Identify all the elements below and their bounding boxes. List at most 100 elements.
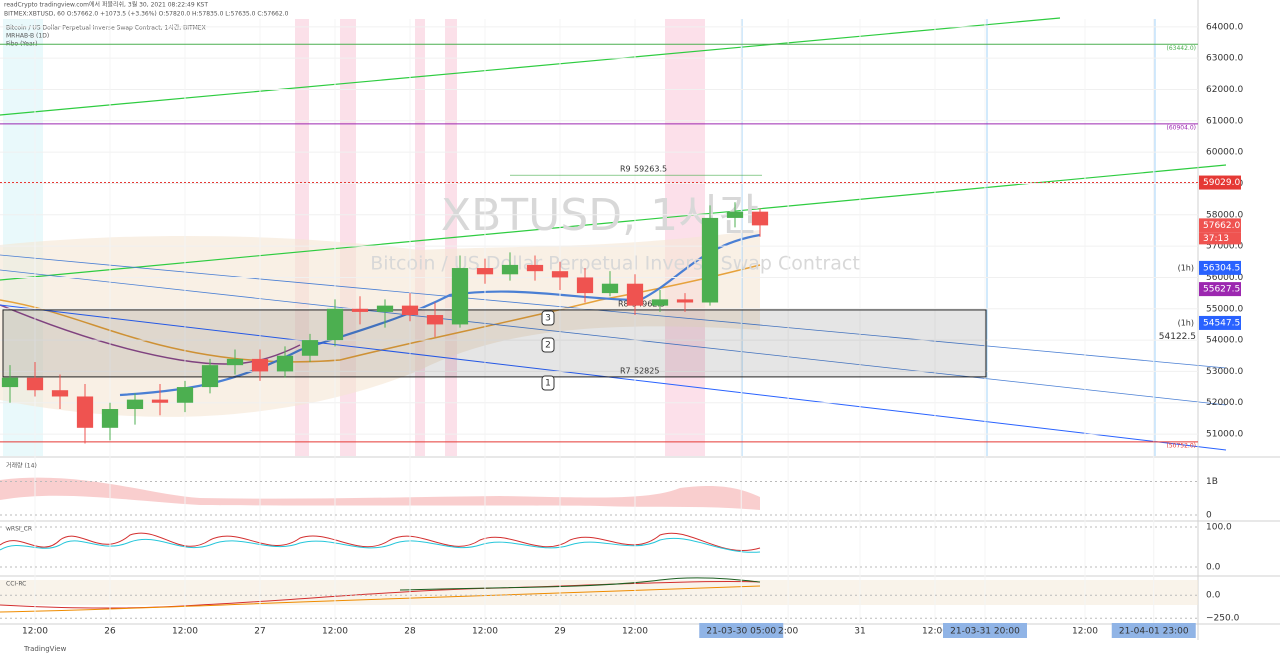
x-tick-label: 12:00 (22, 627, 48, 637)
marker-label: 3 (545, 314, 551, 324)
x-tick-label: 31 (854, 627, 865, 637)
y-tick-label: 51000.0 (1206, 430, 1243, 440)
x-tick-label: 12:00 (1072, 627, 1098, 637)
rsi-line (0, 532, 761, 551)
x-tick-highlight (943, 623, 1027, 638)
x-tick-label: 12:00 (472, 627, 498, 637)
marker-label: 2 (545, 341, 551, 351)
candle-body (501, 264, 519, 275)
pane-tick-label: 0.0 (1206, 591, 1221, 601)
candle-body (576, 277, 594, 294)
header-line: BITMEX:XBTUSD, 60 O:57662.0 +1073.5 (+3.… (4, 11, 289, 18)
price-label: 54122.5 (1159, 332, 1196, 342)
x-tick-label: 21-03-31 20:00 (950, 627, 1020, 637)
candle-body (551, 271, 569, 278)
candle-body (451, 268, 469, 325)
y-tick-label: 55000.0 (1206, 304, 1243, 314)
y-tick-label: 53000.0 (1206, 367, 1243, 377)
y-tick-label: 61000.0 (1206, 116, 1243, 126)
x-tick-highlight (1111, 623, 1196, 638)
channel-line (0, 254, 1227, 369)
y-tick-label: 63000.0 (1206, 54, 1243, 64)
marker-box (541, 337, 555, 353)
candle-body (676, 299, 694, 303)
price-tag: (1h) (1178, 318, 1194, 327)
candle-body (526, 264, 544, 272)
candle-body (751, 211, 769, 226)
candle-body (176, 387, 194, 403)
ma-line (0, 264, 761, 363)
price-badge (1199, 315, 1241, 330)
watermark-description: Bitcoin / US Dollar Perpetual Inverse Sw… (370, 253, 860, 275)
price-badge-label: 57662.0 (1203, 221, 1240, 231)
level-label: (50752.0) (1167, 442, 1197, 449)
pane-title: wRSI_CR (6, 526, 32, 533)
price-tag: (1h) (1178, 263, 1194, 272)
x-tick-label: 2:00 (778, 627, 798, 637)
cci-avg (0, 585, 761, 613)
cci-band (0, 580, 1198, 605)
y-tick-label: 54000.0 (1206, 336, 1243, 346)
candle-body (376, 305, 394, 312)
y-tick-label: 56000.0 (1206, 273, 1243, 283)
candle-body (51, 390, 69, 397)
x-tick-label: 29 (554, 627, 566, 637)
cci-line (399, 577, 761, 591)
x-tick-label: 28 (404, 627, 416, 637)
pane-tick-label: 1B (1206, 477, 1218, 487)
price-badge (1199, 218, 1241, 233)
candle-body (126, 399, 144, 410)
x-tick-label: 27 (254, 627, 265, 637)
footer-brand: TradingView (23, 645, 67, 653)
x-tick-label: 21-04-01 23:00 (1119, 627, 1189, 637)
candle-body (626, 283, 644, 306)
price-badge (1199, 175, 1241, 190)
candle-body (201, 365, 219, 388)
candle-body (426, 315, 444, 325)
x-tick-label: 12:00 (922, 627, 948, 637)
marker-box (541, 310, 555, 326)
candle-body (701, 217, 719, 303)
x-tick-label: 12:00 (322, 627, 348, 637)
pivot-value: 54962.5 (632, 299, 665, 308)
x-tick-label: 12:00 (172, 627, 198, 637)
candle-body (326, 308, 344, 341)
ema-line (119, 233, 761, 397)
candle-body (351, 308, 369, 312)
candle-body (76, 396, 94, 428)
pane-tick-label: 0 (1206, 510, 1212, 520)
pivot-name: R9 (620, 165, 631, 174)
rsi-signal (0, 537, 761, 553)
y-tick-label: 64000.0 (1206, 22, 1243, 32)
pane-tick-label: 100.0 (1206, 523, 1232, 533)
price-badge (1199, 260, 1241, 275)
channel-line (0, 269, 1227, 406)
pivot-value: 52825 (634, 366, 659, 375)
x-tick-label: 12:00 (622, 627, 648, 637)
level-label: (63442.0) (1167, 45, 1197, 52)
marker-label: 1 (545, 379, 551, 389)
pivot-value: 59263.5 (634, 165, 667, 174)
cci-line (0, 581, 761, 609)
y-tick-label: 58000.0 (1206, 210, 1243, 220)
price-badge-label: 56304.5 (1203, 263, 1240, 273)
candle-body (651, 299, 669, 306)
candle-body (101, 409, 119, 428)
pane-tick-label: −250.0 (1206, 614, 1240, 624)
x-tick-highlight (699, 623, 784, 638)
x-tick-label: 26 (104, 627, 116, 637)
x-tick-label: 21-03-30 05:00 (706, 627, 776, 637)
candle-body (26, 377, 44, 391)
pane-title: 거래량 (14) (6, 462, 37, 470)
candle-body (301, 340, 319, 356)
countdown-badge (1199, 232, 1241, 245)
trend-line (0, 164, 1227, 281)
pivot-name: R8 (618, 299, 629, 308)
pane-tick-label: 0.0 (1206, 563, 1221, 573)
candle-body (151, 399, 169, 403)
pane-separators (0, 0, 1280, 640)
channel-line (0, 304, 1227, 451)
price-badge-label: 55627.5 (1203, 285, 1240, 295)
legend-entry: MRHAB-B (1D) (6, 33, 49, 40)
